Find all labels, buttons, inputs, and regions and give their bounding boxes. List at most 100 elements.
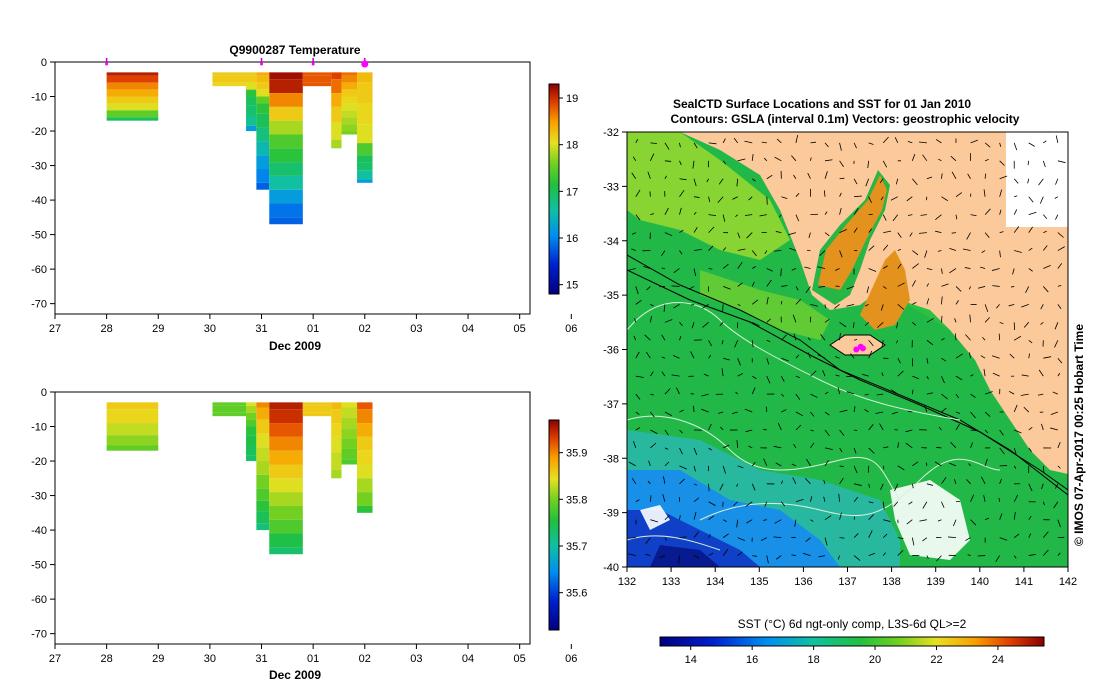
profile-8-cell-7 — [357, 170, 373, 180]
velocity-vector — [673, 268, 680, 273]
velocity-vector — [688, 286, 695, 290]
velocity-vector — [868, 340, 874, 347]
gsla-contour-3 — [699, 458, 1001, 521]
velocity-vector — [1028, 211, 1037, 216]
velocity-vector — [1008, 391, 1015, 395]
velocity-vector — [864, 393, 869, 396]
map-x-tick-label: 138 — [882, 576, 900, 588]
profile-4-cell-6 — [269, 148, 303, 163]
velocity-vector — [1050, 427, 1058, 431]
velocity-vector — [679, 447, 683, 455]
velocity-vector — [795, 354, 800, 359]
velocity-vector — [752, 555, 758, 557]
y-tick-label: -20 — [31, 456, 47, 468]
profile-4-cell-1 — [269, 409, 303, 424]
velocity-vector — [991, 268, 1000, 271]
velocity-vector — [1013, 404, 1018, 413]
velocity-vector — [846, 303, 855, 307]
velocity-vector — [824, 211, 828, 215]
velocity-vector — [708, 196, 711, 202]
velocity-vector — [664, 207, 669, 215]
velocity-vector — [1042, 531, 1049, 538]
velocity-vector — [631, 248, 636, 251]
velocity-vector — [807, 352, 811, 359]
velocity-vector — [905, 442, 913, 449]
velocity-vector — [1052, 391, 1059, 395]
velocity-vector — [1028, 553, 1036, 556]
velocity-vector — [818, 555, 826, 558]
velocity-vector — [645, 351, 651, 359]
velocity-vector — [708, 552, 714, 556]
velocity-vector — [896, 322, 899, 329]
velocity-vector — [926, 283, 930, 287]
sst-colorbar-label: SST (°C) 6d ngt-only comp, L3S-6d QL>=2 — [738, 617, 967, 631]
velocity-vector — [1028, 353, 1030, 359]
velocity-vector — [955, 411, 961, 414]
velocity-vector — [751, 340, 754, 348]
velocity-vector — [733, 501, 738, 507]
velocity-vector — [850, 353, 855, 359]
velocity-vector — [922, 154, 928, 162]
profile-4-cell-9 — [269, 189, 303, 204]
velocity-vector — [673, 304, 680, 309]
temperature-colorbar-ticks: 15 16 17 18 19 — [559, 93, 578, 292]
velocity-vector — [748, 445, 753, 449]
map-y-tick-label: -32 — [603, 127, 619, 139]
velocity-vector — [664, 142, 670, 150]
velocity-vector — [679, 478, 685, 485]
velocity-vector — [679, 322, 683, 327]
velocity-vector — [1025, 286, 1030, 293]
velocity-vector — [949, 462, 957, 467]
velocity-vector — [1057, 304, 1062, 310]
velocity-vector — [664, 537, 668, 541]
velocity-vector — [650, 429, 658, 434]
velocity-vector — [935, 230, 942, 233]
velocity-vector — [708, 447, 712, 451]
velocity-vector — [736, 519, 739, 528]
velocity-vector — [853, 338, 858, 341]
velocity-vector — [1057, 263, 1063, 269]
gsla-contour-1 — [627, 302, 961, 421]
profile-0-cell-1 — [106, 75, 159, 83]
map-x-tick-label: 140 — [971, 576, 989, 588]
velocity-vector — [882, 533, 888, 538]
velocity-vector — [954, 318, 957, 323]
map-x-tick-label: 139 — [927, 576, 945, 588]
velocity-vector — [737, 304, 741, 307]
velocity-vector — [1043, 230, 1047, 233]
velocity-vector — [1028, 268, 1033, 272]
velocity-vector — [955, 192, 963, 198]
velocity-vector — [839, 177, 845, 180]
velocity-vector — [839, 465, 844, 468]
velocity-vector — [999, 429, 1004, 436]
velocity-vector — [1028, 533, 1032, 538]
colorbar-tick-label: 35.9 — [566, 448, 587, 460]
velocity-vector — [808, 232, 811, 239]
ctd-locations — [853, 343, 866, 353]
velocity-vector — [954, 333, 957, 341]
profile-2-cell-4 — [246, 96, 257, 106]
cloud-mask — [890, 480, 970, 560]
profile-7-cell-0 — [341, 72, 358, 76]
velocity-vector — [926, 358, 929, 364]
velocity-vector — [999, 189, 1003, 197]
velocity-vector — [967, 173, 971, 179]
velocity-vector — [751, 154, 754, 161]
x-tick-label: 29 — [152, 323, 164, 335]
velocity-vector — [708, 214, 717, 217]
map-y-tick-label: -35 — [603, 290, 619, 302]
velocity-vector — [718, 178, 724, 185]
velocity-vector — [1013, 447, 1017, 454]
velocity-vector — [853, 533, 859, 538]
profile-1-cell-0 — [212, 72, 247, 76]
velocity-vector — [1009, 353, 1015, 359]
velocity-vector — [897, 442, 899, 448]
velocity-vector — [879, 178, 884, 184]
map-title-line2: Contours: GSLA (interval 0.1m) Vectors: … — [671, 112, 1020, 126]
velocity-vector — [906, 196, 913, 202]
velocity-vector — [911, 389, 914, 395]
velocity-vector — [896, 340, 899, 344]
velocity-vector — [635, 499, 640, 503]
velocity-vector — [880, 196, 884, 201]
profile-4-cell-4 — [269, 450, 303, 465]
